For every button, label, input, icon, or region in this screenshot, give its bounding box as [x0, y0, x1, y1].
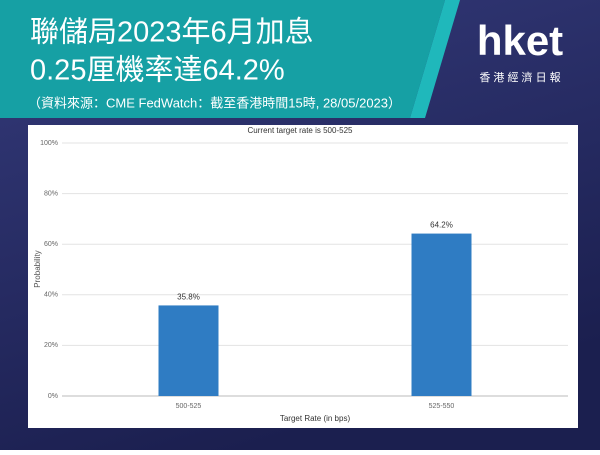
y-tick-label: 20% [44, 342, 58, 349]
x-tick-label: 525-550 [429, 403, 455, 410]
chart: Current target rate is 500-525 Probabili… [33, 126, 568, 423]
x-axis-label: Target Rate (in bps) [280, 414, 351, 423]
title-banner [0, 0, 445, 118]
bar [158, 305, 219, 396]
source-note: （資料來源：CME FedWatch：截至香港時間15時, 28/05/2023… [28, 95, 401, 110]
y-tick-label: 0% [48, 393, 58, 400]
logo: hket [477, 17, 563, 64]
y-tick-label: 40% [44, 292, 58, 299]
bar [411, 233, 472, 396]
chart-panel [28, 125, 578, 428]
value-label: 64.2% [430, 221, 453, 230]
banner-edge [410, 0, 460, 118]
x-tick-label: 500-525 [176, 403, 202, 410]
y-tick-label: 60% [44, 241, 58, 248]
y-axis-label: Probability [33, 250, 42, 287]
headline: 0.25厘機率達64.2% [30, 54, 285, 87]
value-label: 35.8% [177, 293, 200, 302]
headline: 聯儲局2023年6月加息 [30, 16, 314, 49]
logo-subtitle: 香 港 經 濟 日 報 [479, 70, 560, 84]
y-tick-label: 100% [40, 140, 58, 147]
chart-title: Current target rate is 500-525 [248, 126, 353, 135]
y-tick-label: 80% [44, 190, 58, 197]
